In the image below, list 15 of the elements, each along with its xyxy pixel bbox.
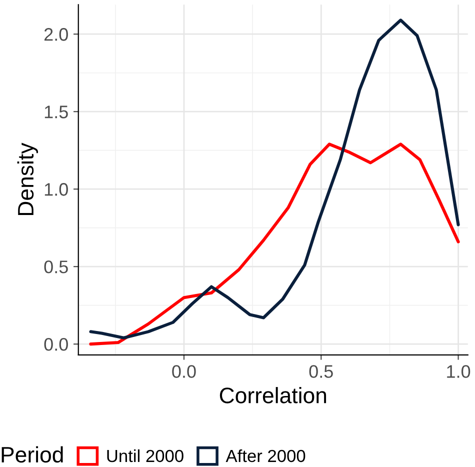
y-tick-label: 1.0 xyxy=(44,183,68,196)
x-tick-label: 0.0 xyxy=(172,365,196,378)
x-axis-title: Correlation xyxy=(220,387,326,404)
legend-label: Until 2000 xyxy=(107,449,184,462)
y-axis-title: Density xyxy=(17,142,38,216)
y-tick-label: 0.5 xyxy=(44,260,68,274)
y-tick-label: 1.5 xyxy=(44,106,68,118)
x-tick-label: 1.0 xyxy=(447,365,470,378)
line-series xyxy=(89,18,460,340)
x-tick-label: 0.5 xyxy=(309,365,333,378)
y-tick-label: 2.0 xyxy=(44,28,68,41)
legend-label: After 2000 xyxy=(226,449,306,462)
legend-title: Period xyxy=(2,446,63,463)
line-series xyxy=(89,142,460,346)
y-tick-label: 0.0 xyxy=(44,338,68,351)
